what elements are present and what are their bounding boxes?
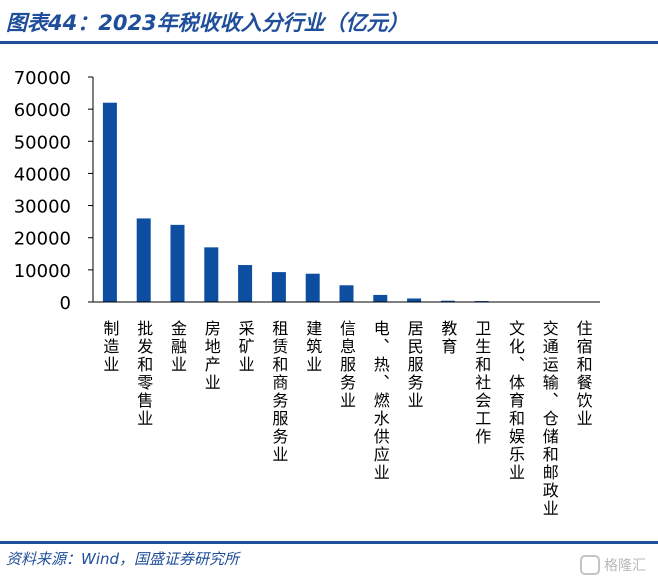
y-tick-label: 60000 xyxy=(14,100,71,121)
x-tick-label: 租赁和商务服务业 xyxy=(269,320,288,464)
watermark-logo-icon xyxy=(580,555,600,575)
bar xyxy=(271,272,286,302)
watermark-text: 格隆汇 xyxy=(604,558,646,574)
x-tick-label: 电、热、燃水供应业 xyxy=(371,320,390,482)
y-tick-label: 10000 xyxy=(14,261,71,282)
y-tick-label: 70000 xyxy=(14,68,71,89)
x-tick-label: 金融业 xyxy=(168,320,187,374)
y-axis: 0 10000 20000 30000 40000 50000 60000 70000 xyxy=(14,68,94,314)
bar-chart: 0 10000 20000 30000 40000 50000 60000 70000 制造业… xyxy=(14,68,600,518)
watermark: 格隆汇 xyxy=(580,553,646,577)
bar xyxy=(136,218,151,302)
figure-title: 图表44：2023年税收收入分行业（亿元） xyxy=(6,11,409,35)
bar xyxy=(407,298,422,302)
y-tick-label: 50000 xyxy=(14,132,71,153)
bar xyxy=(305,273,320,302)
x-tick-label: 卫生和社会工作 xyxy=(472,320,491,446)
top-rule xyxy=(0,41,658,44)
bars xyxy=(102,102,489,302)
x-tick-label: 制造业 xyxy=(100,320,119,374)
x-tick-label: 批发和零售业 xyxy=(134,320,153,428)
y-tick-label: 0 xyxy=(60,293,71,314)
y-tick-label: 30000 xyxy=(14,197,71,218)
y-tick-label: 40000 xyxy=(14,164,71,185)
bar xyxy=(339,285,354,302)
bar xyxy=(102,102,117,302)
bottom-rule xyxy=(0,541,658,544)
x-tick-label: 建筑业 xyxy=(303,320,322,374)
y-tick-label: 20000 xyxy=(14,229,71,250)
x-tick-label: 交通运输、仓储和邮政业 xyxy=(540,320,559,518)
bar xyxy=(170,224,185,302)
bar xyxy=(238,265,253,302)
bar xyxy=(440,300,455,302)
x-tick-labels: 制造业 批发和零售业 金融业 房地产业 采矿业 租赁和商务服务业 建筑业 信息服务业 电、热、燃… xyxy=(100,320,592,518)
x-tick-label: 居民服务业 xyxy=(405,320,424,410)
x-tick-label: 住宿和餐饮业 xyxy=(574,320,593,428)
bar xyxy=(204,247,219,302)
x-tick-label: 房地产业 xyxy=(202,320,221,392)
bar xyxy=(373,294,388,302)
source-note: 资料来源：Wind，国盛证券研究所 xyxy=(6,550,240,568)
x-tick-label: 信息服务业 xyxy=(337,320,356,410)
x-tick-label: 采矿业 xyxy=(236,320,255,374)
x-tick-label: 文化、体育和娱乐业 xyxy=(506,320,525,482)
x-tick-label: 教育 xyxy=(438,320,457,356)
